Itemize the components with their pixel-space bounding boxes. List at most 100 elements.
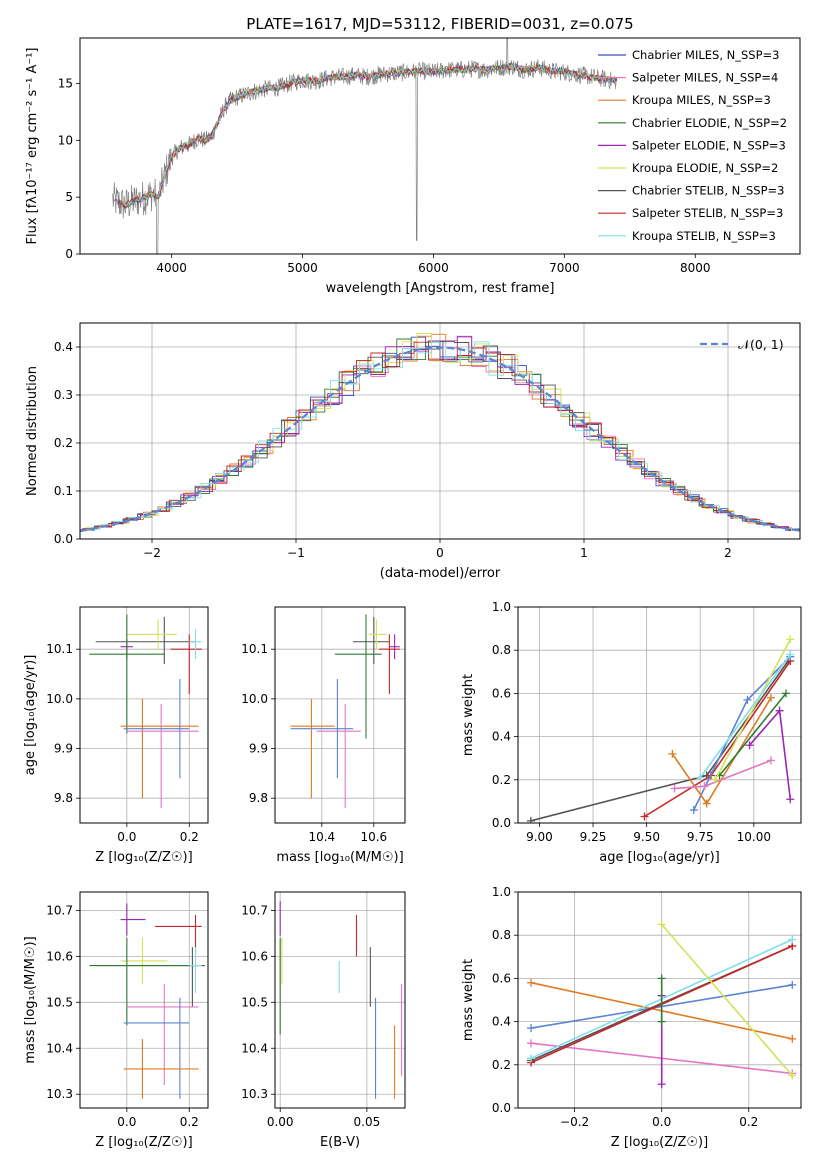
data-point: [154, 914, 202, 957]
spectrum-model-line: [121, 62, 618, 210]
y-tick-label: 10.5: [241, 995, 268, 1009]
y-tick-label: 10.6: [46, 949, 73, 963]
legend-entry: Chabrier STELIB, N_SSP=3: [632, 184, 784, 198]
residuals-panel: −2 −1 0 1 2 0.0 0.1 0.2 0.3 0.4 (data-model)/error…: [25, 322, 801, 581]
y-tick-label: 0.2: [54, 436, 73, 450]
y-tick-label: 0.8: [492, 928, 511, 942]
spectrum-model-line: [124, 63, 617, 207]
legend-entry: Salpeter STELIB, N_SSP=3: [632, 206, 783, 220]
x-tick-label: 0.05: [354, 1115, 381, 1129]
y-tick-label: 10.7: [241, 903, 268, 917]
y-tick-label: 15: [58, 76, 73, 90]
mass-weight-marker: [702, 799, 711, 808]
y-tick-label: 0.4: [492, 730, 511, 744]
y-tick-label: 10.3: [241, 1087, 268, 1101]
y-tick-label: 1.0: [492, 885, 511, 899]
y-tick-label: 0.0: [492, 1101, 511, 1115]
x-tick-label: 9.25: [580, 830, 607, 844]
spectrum-model-line: [115, 62, 618, 208]
x-tick-label: 7000: [549, 261, 580, 275]
legend-entry: Kroupa ELODIE, N_SSP=2: [632, 161, 778, 175]
spectrum-model-line: [117, 62, 617, 209]
data-point: [120, 903, 146, 936]
data-point: [126, 703, 199, 809]
y-tick-label: 0.3: [54, 388, 73, 402]
mass-weight-marker: [700, 782, 709, 791]
y-axis-label: Flux [fλ10⁻¹⁷ erg cm⁻² s⁻¹ A⁻¹]: [25, 48, 40, 245]
mass-weight-marker: [788, 1034, 797, 1043]
data-point: [290, 679, 353, 779]
y-tick-label: 10.0: [241, 692, 268, 706]
legend-entry: Salpeter MILES, N_SSP=4: [632, 71, 778, 85]
x-axis-label: Z [log₁₀(Z/Z☉)]: [95, 1135, 192, 1150]
y-axis-label: age [log₁₀(age/yr)]: [23, 655, 38, 776]
y-tick-label: 10: [58, 133, 73, 147]
y-tick-label: 10.1: [241, 642, 268, 656]
mass-weight-marker: [657, 1017, 666, 1026]
massweight-vs-age-panel: 9.00 9.25 9.50 9.75 10.00 0.0 0.2 0.4 0.6 0.8 1.0 a…: [461, 600, 802, 865]
y-tick-label: 0.8: [492, 643, 511, 657]
x-tick-label: 0.2: [739, 1115, 758, 1129]
mass-weight-marker: [781, 689, 790, 698]
mass-weight-line: [699, 654, 791, 779]
y-axis-label: mass weight: [461, 959, 476, 1041]
mass-weight-marker: [775, 706, 784, 715]
massweight-vs-z-panel: −0.2 0.0 0.2 0.0 0.2 0.4 0.6 0.8 1.0 Z [log₁₀(Z/Z…: [461, 885, 802, 1150]
y-tick-label: 0.2: [492, 1058, 511, 1072]
mass-weight-marker: [786, 795, 795, 804]
mass-weight-marker: [788, 1071, 797, 1080]
x-tick-label: 10.00: [737, 830, 771, 844]
y-tick-label: 10.0: [46, 692, 73, 706]
data-point: [353, 616, 390, 665]
mass-weight-marker: [745, 741, 754, 750]
mass-weight-marker: [668, 749, 677, 758]
x-axis-label: mass [log₁₀(M/M☉)]: [276, 850, 403, 865]
legend-entry: Salpeter ELODIE, N_SSP=3: [632, 138, 786, 152]
axes-frame: [79, 322, 801, 540]
data-point: [389, 634, 400, 660]
x-tick-label: −0.2: [560, 1115, 589, 1129]
x-tick-label: 0.0: [652, 1115, 671, 1129]
mass-weight-marker: [743, 695, 752, 704]
legend-entry: 𝒩(0, 1): [738, 337, 784, 352]
data-point: [123, 1039, 199, 1099]
mass-weight-line: [714, 639, 792, 781]
y-axis-label: mass weight: [461, 674, 476, 756]
mass-weight-marker: [711, 775, 720, 784]
mass-weight-marker: [696, 773, 705, 782]
y-tick-label: 0.6: [492, 686, 511, 700]
age-vs-mass-panel: 10.4 10.6 9.8 9.9 10.0 10.1 mass [log₁₀(M/M☉)]: [241, 606, 406, 865]
mass-weight-marker: [527, 978, 536, 987]
figure-title: PLATE=1617, MJD=53112, FIBERID=0031, z=0…: [246, 15, 633, 33]
legend-entry: Chabrier MILES, N_SSP=3: [632, 48, 779, 62]
x-tick-label: 10.4: [308, 830, 335, 844]
y-tick-label: 10.1: [46, 642, 73, 656]
axes-frame: [517, 606, 802, 824]
mass-weight-marker: [527, 1024, 536, 1033]
legend-entry: Kroupa MILES, N_SSP=3: [632, 93, 771, 107]
x-tick-label: 1: [580, 546, 588, 560]
y-tick-label: 10.4: [46, 1041, 73, 1055]
data-point: [189, 947, 202, 994]
mass-weight-marker: [766, 693, 775, 702]
y-tick-label: 10.3: [46, 1087, 73, 1101]
mass-weight-marker: [657, 974, 666, 983]
x-tick-label: 0.00: [267, 1115, 294, 1129]
data-point: [189, 629, 202, 660]
axes-frame: [274, 891, 406, 1109]
x-tick-label: −2: [143, 546, 161, 560]
data-point: [379, 634, 400, 694]
mass-vs-ebv-panel: 0.00 0.05 10.3 10.4 10.5 10.6 10.7 E(B-V): [241, 891, 406, 1150]
data-point: [290, 698, 335, 799]
mass-weight-marker: [788, 980, 797, 989]
x-tick-label: 0: [436, 546, 444, 560]
data-point: [126, 619, 177, 650]
mass-vs-z-panel: 0.0 0.2 10.3 10.4 10.5 10.6 10.7 Z [log₁₀(Z/Z☉)…: [23, 891, 209, 1150]
y-tick-label: 10.4: [241, 1041, 268, 1055]
x-axis-label: Z [log₁₀(Z/Z☉)]: [95, 850, 192, 865]
axes-frame: [274, 606, 406, 824]
data-point: [89, 937, 196, 1026]
x-tick-label: −1: [287, 546, 305, 560]
y-tick-label: 0.1: [54, 484, 73, 498]
